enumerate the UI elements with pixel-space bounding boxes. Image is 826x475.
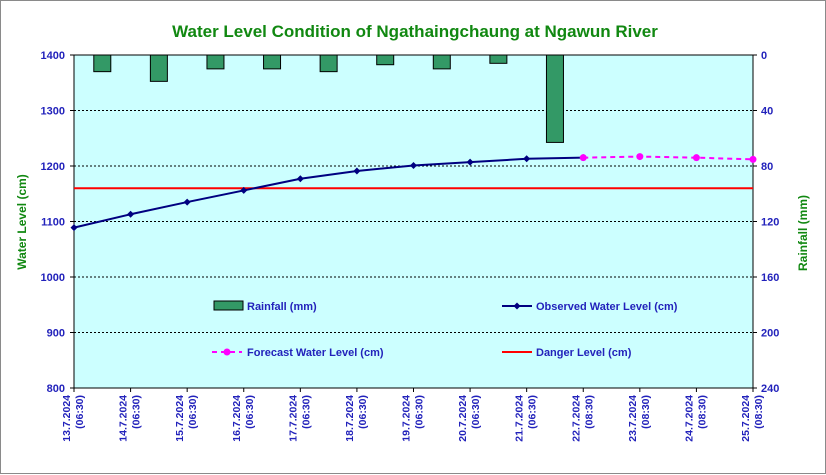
legend-label-forecast: Forecast Water Level (cm) bbox=[247, 347, 384, 359]
x-tick-time: (06:30) bbox=[74, 395, 86, 429]
x-tick-time: (06:30) bbox=[357, 395, 369, 429]
right-axis-label: Rainfall (mm) bbox=[796, 195, 810, 271]
y-tick-label: 1000 bbox=[41, 272, 65, 284]
left-axis-ticks: 1400 1300 1200 1100 1000 900 800 bbox=[41, 50, 74, 395]
observed-point bbox=[296, 175, 304, 183]
rainfall-bars bbox=[93, 54, 564, 143]
x-tick-date: 24.7.2024 bbox=[683, 395, 695, 442]
y2-tick-label: 40 bbox=[761, 106, 773, 118]
x-tick-time: (06:30) bbox=[414, 395, 426, 429]
forecast-series bbox=[579, 153, 757, 163]
observed-line bbox=[73, 156, 584, 229]
y2-tick-label: 0 bbox=[761, 50, 767, 62]
x-tick-time: (06:30) bbox=[300, 395, 312, 429]
x-tick-date: 23.7.2024 bbox=[627, 395, 639, 442]
observed-point bbox=[183, 198, 191, 206]
rainfall-bar bbox=[319, 54, 338, 73]
forecast-line bbox=[583, 155, 754, 161]
forecast-point bbox=[636, 153, 644, 161]
rainfall-bar bbox=[376, 54, 395, 66]
x-tick-time: (08:30) bbox=[583, 395, 595, 429]
rainfall-bar bbox=[489, 54, 508, 64]
x-tick-time: (06:30) bbox=[527, 395, 539, 429]
y-tick-label: 1300 bbox=[41, 106, 65, 118]
y2-tick-label: 120 bbox=[761, 217, 779, 229]
left-axis-label: Water Level (cm) bbox=[15, 174, 29, 270]
y-tick-label: 1400 bbox=[41, 50, 65, 62]
x-tick-date: 17.7.2024 bbox=[287, 395, 299, 442]
x-tick-date: 18.7.2024 bbox=[344, 395, 356, 442]
x-tick-date: 21.7.2024 bbox=[514, 395, 526, 442]
x-tick-time: (08:30) bbox=[640, 395, 652, 429]
observed-point bbox=[410, 161, 417, 169]
observed-point bbox=[240, 186, 248, 194]
x-tick-time: (06:30) bbox=[244, 395, 256, 429]
x-tick-date: 13.7.2024 bbox=[61, 395, 73, 442]
x-tick-date: 22.7.2024 bbox=[570, 395, 582, 442]
chart-title: Water Level Condition of Ngathaingchaung… bbox=[172, 22, 658, 41]
x-tick-date: 15.7.2024 bbox=[174, 395, 186, 442]
legend: Rainfall (mm) Observed Water Level (cm) Fo… bbox=[212, 300, 678, 359]
y2-tick-label: 80 bbox=[761, 161, 773, 173]
legend-label-danger: Danger Level (cm) bbox=[536, 347, 632, 359]
legend-label-observed: Observed Water Level (cm) bbox=[536, 301, 678, 313]
x-tick-time: (08:30) bbox=[696, 395, 708, 429]
observed-point bbox=[70, 224, 78, 232]
observed-point bbox=[353, 167, 361, 175]
rainfall-bar bbox=[545, 54, 564, 143]
rainfall-bar bbox=[206, 54, 225, 70]
rainfall-bar bbox=[93, 54, 112, 73]
rainfall-bar bbox=[149, 54, 168, 82]
x-tick-date: 16.7.2024 bbox=[231, 395, 243, 442]
rainfall-bar bbox=[263, 54, 282, 70]
gridlines bbox=[74, 110, 753, 333]
x-tick-date: 14.7.2024 bbox=[118, 395, 130, 442]
x-tick-date: 25.7.2024 bbox=[740, 395, 752, 442]
y2-tick-label: 240 bbox=[761, 383, 779, 395]
x-tick-date: 20.7.2024 bbox=[457, 395, 469, 442]
y2-tick-label: 200 bbox=[761, 328, 779, 340]
legend-marker-observed bbox=[513, 302, 521, 310]
legend-label-rainfall: Rainfall (mm) bbox=[247, 301, 317, 313]
y-tick-label: 900 bbox=[47, 328, 65, 340]
legend-swatch-rainfall bbox=[213, 300, 244, 311]
x-axis-ticks: 13.7.2024 (06:30) 14.7.2024 (06:30) 15.7.202… bbox=[61, 388, 765, 442]
forecast-point bbox=[749, 155, 757, 163]
observed-point bbox=[466, 158, 474, 166]
y-tick-label: 1100 bbox=[41, 217, 65, 229]
rainfall-bar bbox=[432, 54, 451, 70]
x-tick-date: 19.7.2024 bbox=[401, 395, 413, 442]
y-tick-label: 1200 bbox=[41, 161, 65, 173]
x-tick-time: (06:30) bbox=[470, 395, 482, 429]
forecast-point bbox=[692, 154, 700, 162]
forecast-point bbox=[579, 154, 587, 162]
right-axis-ticks: 0 40 80 120 160 200 240 bbox=[753, 50, 779, 395]
x-tick-time: (08:30) bbox=[753, 395, 765, 429]
observed-point bbox=[523, 155, 531, 163]
x-tick-time: (06:30) bbox=[131, 395, 143, 429]
legend-marker-forecast bbox=[223, 348, 231, 356]
x-tick-time: (06:30) bbox=[187, 395, 199, 429]
y2-tick-label: 160 bbox=[761, 272, 779, 284]
y-tick-label: 800 bbox=[47, 383, 65, 395]
